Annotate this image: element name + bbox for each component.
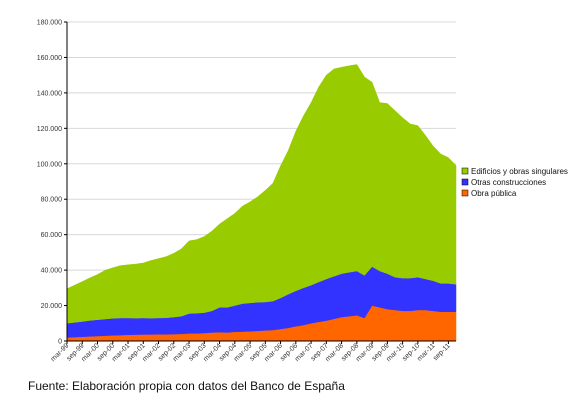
legend-swatch	[461, 178, 469, 186]
legend-swatch	[461, 189, 469, 197]
y-tick-label: 40.000	[41, 268, 63, 275]
source-note: Fuente: Elaboración propia con datos del…	[28, 379, 345, 393]
chart: 0 20.000 40.000 60.000 80.000 100.000 120.000 1…	[37, 20, 568, 364]
y-tick-label: 100.000	[37, 161, 62, 168]
y-tick-label: 0	[58, 339, 62, 346]
legend: Edificios y obras singulares Otras constr…	[461, 167, 568, 198]
area-series	[66, 64, 457, 342]
axes	[66, 22, 456, 342]
y-tick-label: 160.000	[37, 55, 62, 62]
y-tick-label: 20.000	[41, 303, 63, 310]
y-tick-label: 120.000	[37, 126, 62, 133]
y-tick-label: 60.000	[41, 232, 63, 239]
x-tick-label: sep-11	[432, 342, 452, 362]
legend-label: Edificios y obras singulares	[471, 167, 568, 176]
legend-label: Otras construcciones	[471, 178, 546, 187]
x-tick-labels: mar-99sep-99mar-00sep-00mar-01sep-01mar-…	[50, 341, 452, 363]
y-tick-label: 180.000	[37, 20, 62, 27]
y-tick-labels: 0 20.000 40.000 60.000 80.000 100.000 120.000 1…	[37, 20, 67, 346]
area-edificios-y-obras-singulares	[66, 64, 457, 324]
y-tick-label: 140.000	[37, 90, 62, 97]
y-tick-label: 80.000	[41, 197, 63, 204]
legend-label: Obra pública	[471, 189, 517, 198]
legend-swatch	[461, 167, 469, 175]
